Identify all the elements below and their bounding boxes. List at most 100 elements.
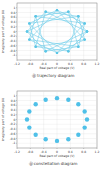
tick-label: -0.6 [10, 44, 16, 48]
point [82, 109, 86, 113]
tick-label: -0.4 [10, 39, 16, 43]
tick-label: 0 [56, 62, 58, 66]
x-axis-label: Real part of voltage (V) [40, 66, 75, 70]
tick-label: -0.6 [10, 132, 16, 136]
tick-label: -1.2 [14, 150, 20, 154]
figure: -1-0.8-0.6-0.4-0.200.20.40.60.81-1.2-0.8… [0, 0, 100, 177]
point [77, 46, 79, 48]
tick-label: 0.4 [68, 150, 73, 154]
tick-label: -0.8 [27, 150, 33, 154]
trajectory-line [27, 10, 87, 53]
point [27, 109, 31, 113]
tick-label: 0 [14, 30, 16, 34]
tick-label: 0.4 [11, 108, 16, 112]
point [83, 22, 85, 24]
point [25, 117, 29, 121]
caption: ⓐ trajectory diagram [32, 73, 75, 78]
point [77, 15, 79, 17]
point [44, 50, 46, 52]
grid-line [97, 3, 98, 60]
point [55, 96, 59, 100]
tick-label: -0.4 [41, 150, 47, 154]
tick-label: 0.8 [11, 11, 16, 15]
caption: ⓑ constellation diagram [29, 161, 78, 166]
y-axis-label: Imaginary part of voltage (V) [1, 98, 5, 142]
point [28, 22, 30, 24]
tick-label: 0.4 [68, 62, 73, 66]
point [55, 139, 59, 143]
point [56, 9, 58, 11]
point [33, 102, 37, 106]
tick-label: -0.8 [27, 62, 33, 66]
grid-line [83, 91, 84, 148]
x-axis-label: Real part of voltage (V) [40, 154, 75, 158]
tick-label: 0.8 [81, 62, 86, 66]
point [26, 30, 28, 32]
point [44, 11, 46, 13]
tick-label: 0.2 [11, 113, 16, 117]
tick-label: 0.4 [11, 20, 16, 24]
tick-label: -1 [13, 141, 16, 145]
grid-line [17, 3, 18, 60]
chart-1: -1-0.8-0.6-0.4-0.200.20.40.60.81-1.2-0.8… [1, 91, 99, 166]
point [67, 50, 69, 52]
point [86, 30, 88, 32]
grid-line [97, 91, 98, 148]
tick-label: 0.6 [11, 15, 16, 19]
point [76, 133, 80, 137]
point [56, 52, 58, 54]
point [56, 52, 58, 54]
grid-line [83, 3, 84, 60]
point [66, 98, 70, 102]
grid-line [43, 3, 44, 60]
point [43, 137, 47, 141]
point [28, 38, 30, 40]
point [33, 133, 37, 137]
point [67, 50, 69, 52]
point [43, 98, 47, 102]
tick-label: 0.8 [11, 99, 16, 103]
tick-label: 0 [56, 150, 58, 154]
point [86, 30, 88, 32]
point [28, 38, 30, 40]
tick-label: -0.4 [10, 127, 16, 131]
grid-line [30, 3, 31, 60]
point [26, 30, 28, 32]
point [27, 125, 31, 129]
tick-label: -0.8 [10, 137, 16, 141]
tick-label: -1 [13, 53, 16, 57]
plot-frame [17, 91, 97, 148]
tick-label: 1 [14, 6, 16, 10]
chart-0: -1-0.8-0.6-0.4-0.200.20.40.60.81-1.2-0.8… [1, 3, 99, 78]
tick-label: 0.6 [11, 103, 16, 107]
tick-label: 1.2 [95, 62, 100, 66]
grid-line [70, 3, 71, 60]
tick-label: 0.8 [81, 150, 86, 154]
tick-label: 0.2 [11, 25, 16, 29]
y-axis-label: Imaginary part of voltage (V) [1, 10, 5, 54]
tick-label: 1 [14, 94, 16, 98]
point [77, 46, 79, 48]
point [85, 117, 89, 121]
tick-label: 1.2 [95, 150, 100, 154]
point [67, 11, 69, 13]
point [66, 137, 70, 141]
point [34, 15, 36, 17]
point [67, 11, 69, 13]
grid-line [57, 3, 58, 60]
point [82, 125, 86, 129]
grid-line [17, 91, 18, 148]
grid-line [30, 91, 31, 148]
marks [25, 96, 89, 143]
point [76, 102, 80, 106]
point [44, 50, 46, 52]
point [34, 46, 36, 48]
marks [26, 9, 88, 54]
tick-label: -0.8 [10, 49, 16, 53]
tick-label: -1.2 [14, 62, 20, 66]
tick-label: 0 [14, 118, 16, 122]
point [83, 38, 85, 40]
point [44, 11, 46, 13]
tick-label: -0.4 [41, 62, 47, 66]
tick-label: -0.2 [10, 122, 16, 126]
